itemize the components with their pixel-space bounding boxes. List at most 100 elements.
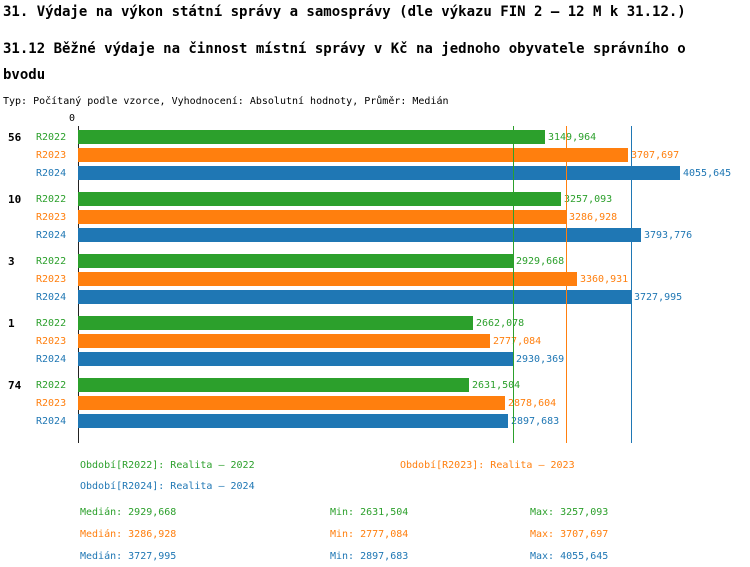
series-label: R2023	[36, 335, 67, 347]
chart-row: R2024 2930,369	[0, 350, 750, 368]
bar-r2023	[78, 148, 628, 162]
series-label: R2022	[36, 131, 67, 143]
stats-row-r2023: Medián: 3286,928 Min: 2777,084 Max: 3707…	[80, 523, 750, 545]
chart-row: R2023 2878,604	[0, 394, 750, 412]
chart-subtitle-line1: 31.12 Běžné výdaje na činnost místní spr…	[3, 41, 686, 57]
group-label: 74	[8, 378, 22, 392]
chart-row: R2024 4055,645	[0, 164, 750, 182]
series-label: R2022	[36, 255, 67, 267]
bar-value-label: 3360,931	[580, 273, 629, 285]
chart-row: 74 R2022 2631,504	[0, 376, 750, 394]
header: 31. Výdaje na výkon státní správy a samo…	[0, 0, 750, 107]
chart-meta: Typ: Počítaný podle vzorce, Vyhodnocení:…	[3, 96, 449, 107]
median-line-r2024	[631, 126, 632, 443]
bar-r2022	[78, 130, 545, 144]
bar-r2024	[78, 228, 641, 242]
stat-min-r2022: Min: 2631,504	[330, 506, 409, 518]
bar-r2024	[78, 352, 513, 366]
bar-r2022	[78, 316, 473, 330]
bar-value-label: 4055,645	[683, 167, 732, 179]
chart-group: 3 R2022 2929,668 R2023 3360,931 R2024 3727,995	[0, 252, 750, 306]
chart-subtitle: 31.12 Běžné výdaje na činnost místní spr…	[3, 36, 747, 88]
stats-row-r2024: Medián: 3727,995 Min: 2897,683 Max: 4055…	[80, 545, 750, 567]
bar-value-label: 3707,697	[631, 149, 680, 161]
page-title: 31. Výdaje na výkon státní správy a samo…	[3, 4, 686, 20]
bar-value-label: 2897,683	[511, 415, 560, 427]
bar-r2024	[78, 414, 508, 428]
chart-subtitle-line2: bvodu	[3, 67, 46, 83]
group-label: 3	[8, 254, 15, 268]
bar-r2022	[78, 378, 469, 392]
series-label: R2022	[36, 193, 67, 205]
bar-value-label: 2930,369	[516, 353, 565, 365]
bar-value-label: 2631,504	[472, 379, 521, 391]
series-label: R2024	[36, 353, 67, 365]
chart-rows: 56 R2022 3149,964 R2023 3707,697 R2024 4055,64…	[0, 128, 750, 438]
bar-value-label: 3257,093	[564, 193, 613, 205]
series-label: R2024	[36, 291, 67, 303]
chart-row: R2023 2777,084	[0, 332, 750, 350]
chart-row: 10 R2022 3257,093	[0, 190, 750, 208]
legend-item-r2022: Období[R2022]: Realita – 2022	[80, 460, 255, 471]
bar-r2024	[78, 290, 631, 304]
chart-group: 74 R2022 2631,504 R2023 2878,604 R2024 2897,68…	[0, 376, 750, 430]
stat-max-r2024: Max: 4055,645	[530, 550, 609, 562]
chart-row: 56 R2022 3149,964	[0, 128, 750, 146]
series-label: R2022	[36, 379, 67, 391]
stat-median-r2024: Medián: 3727,995	[80, 550, 177, 562]
bar-r2022	[78, 192, 561, 206]
stats: Medián: 2929,668 Min: 2631,504 Max: 3257…	[80, 501, 750, 567]
stats-row-r2022: Medián: 2929,668 Min: 2631,504 Max: 3257…	[80, 501, 750, 523]
bar-r2022	[78, 254, 513, 268]
series-label: R2023	[36, 273, 67, 285]
bar-r2023	[78, 272, 577, 286]
legend: Období[R2022]: Realita – 2022 Období[R20…	[80, 455, 750, 497]
bar-value-label: 3286,928	[569, 211, 618, 223]
bar-r2024	[78, 166, 680, 180]
stat-max-r2023: Max: 3707,697	[530, 528, 609, 540]
bar-value-label: 3727,995	[634, 291, 683, 303]
chart-group: 56 R2022 3149,964 R2023 3707,697 R2024 4055,64…	[0, 128, 750, 182]
chart-row: R2023 3360,931	[0, 270, 750, 288]
bar-value-label: 3149,964	[548, 131, 597, 143]
axis-zero-label: 0	[68, 113, 75, 124]
stat-median-r2022: Medián: 2929,668	[80, 506, 177, 518]
series-label: R2023	[36, 149, 67, 161]
chart: 0 56 R2022 3149,964 R2023 3707,697 R2024 4055,…	[0, 113, 750, 443]
chart-row: R2023 3286,928	[0, 208, 750, 226]
chart-row: R2024 3727,995	[0, 288, 750, 306]
chart-row: R2024 3793,776	[0, 226, 750, 244]
series-label: R2023	[36, 397, 67, 409]
bar-value-label: 2929,668	[516, 255, 565, 267]
stat-min-r2023: Min: 2777,084	[330, 528, 409, 540]
legend-item-r2023: Období[R2023]: Realita – 2023	[400, 460, 575, 471]
median-line-r2023	[566, 126, 567, 443]
legend-row: Období[R2022]: Realita – 2022 Období[R20…	[80, 455, 750, 476]
median-line-r2022	[513, 126, 514, 443]
stat-median-r2023: Medián: 3286,928	[80, 528, 177, 540]
bar-value-label: 2777,084	[493, 335, 542, 347]
chart-row: R2024 2897,683	[0, 412, 750, 430]
series-label: R2023	[36, 211, 67, 223]
bar-value-label: 2878,604	[508, 397, 557, 409]
group-label: 10	[8, 192, 22, 206]
chart-row: R2023 3707,697	[0, 146, 750, 164]
chart-row: 3 R2022 2929,668	[0, 252, 750, 270]
bar-r2023	[78, 396, 505, 410]
group-label: 1	[8, 316, 15, 330]
bar-r2023	[78, 334, 490, 348]
chart-row: 1 R2022 2662,078	[0, 314, 750, 332]
legend-item-r2024: Období[R2024]: Realita – 2024	[80, 481, 255, 492]
stat-max-r2022: Max: 3257,093	[530, 506, 609, 518]
bar-r2023	[78, 210, 566, 224]
bar-value-label: 2662,078	[476, 317, 525, 329]
legend-row: Období[R2024]: Realita – 2024	[80, 476, 750, 497]
chart-group: 1 R2022 2662,078 R2023 2777,084 R2024 2930,369	[0, 314, 750, 368]
series-label: R2024	[36, 229, 67, 241]
stat-min-r2024: Min: 2897,683	[330, 550, 409, 562]
bar-value-label: 3793,776	[644, 229, 693, 241]
series-label: R2024	[36, 415, 67, 427]
series-label: R2024	[36, 167, 67, 179]
group-label: 56	[8, 130, 22, 144]
series-label: R2022	[36, 317, 67, 329]
